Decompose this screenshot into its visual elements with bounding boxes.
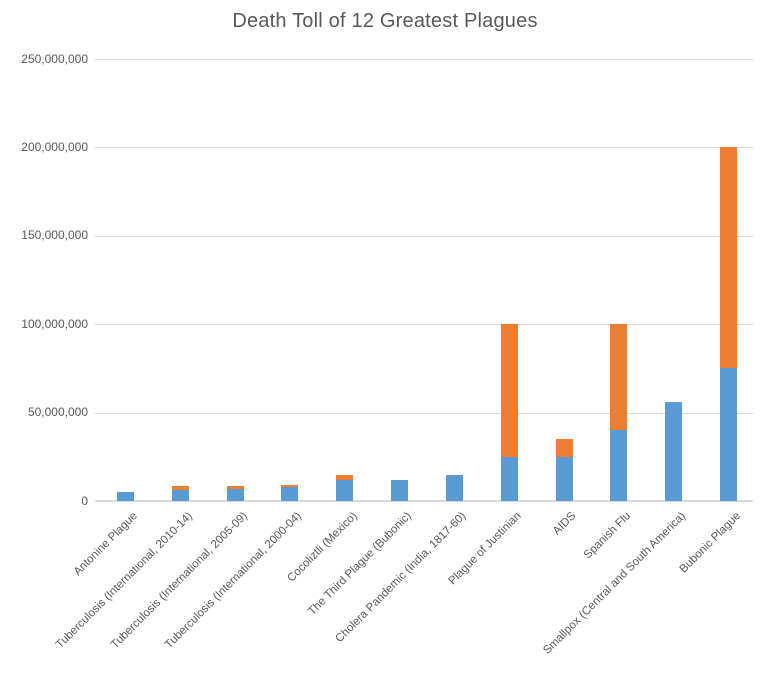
chart-title: Death Toll of 12 Greatest Plagues [232, 10, 538, 32]
y-axis-tick-label: 250,000,000 [21, 51, 88, 66]
bar-segment-orange [500, 324, 518, 457]
bar-segment-orange [720, 147, 738, 369]
y-gridline [95, 59, 753, 60]
y-axis-tick-label: 100,000,000 [21, 316, 88, 331]
bar-segment-blue [391, 479, 409, 501]
bar-segment-blue [171, 489, 189, 501]
bar-segment-orange [555, 439, 573, 457]
bar-segment-orange [610, 324, 628, 431]
bar-segment-blue [610, 430, 628, 501]
x-axis-category-label: The Third Plague (Bubonic) [306, 510, 415, 618]
x-axis-category-label: Spanish Flu [581, 510, 634, 562]
bar-segment-blue [665, 402, 683, 501]
bar-segment-blue [116, 492, 134, 501]
bar-the-third-plague-bubonic [391, 479, 409, 501]
y-gridline [95, 147, 753, 149]
bar-segment-blue [281, 486, 299, 501]
bar-segment-blue [500, 456, 518, 501]
y-axis-tick-label: 200,000,000 [21, 139, 88, 154]
bar-tuberculosis-international-2005-09 [226, 485, 244, 501]
bar-spanish-flu [610, 324, 628, 501]
y-gridline [95, 235, 753, 237]
y-axis-tick-label: 150,000,000 [21, 228, 88, 243]
y-gridline [95, 412, 753, 414]
bar-segment-orange [281, 485, 299, 487]
x-axis-category-label: Bubonic Plague [677, 510, 744, 576]
bar-tuberculosis-international-2010-14 [171, 486, 189, 501]
bar-smallpox-central-and-south-america [665, 402, 683, 501]
bar-segment-blue [445, 474, 463, 501]
bar-segment-blue [555, 456, 573, 501]
bar-bubonic-plague [720, 147, 738, 501]
y-gridline [95, 324, 753, 326]
bar-plague-of-justinian [500, 324, 518, 501]
bar-segment-orange [171, 486, 189, 490]
x-axis-category-label: AIDS [551, 510, 579, 538]
bar-segment-orange [336, 474, 354, 480]
bar-segment-blue [720, 368, 738, 501]
bar-aids [555, 439, 573, 501]
bar-antonine-plague [116, 492, 134, 501]
x-axis-line [95, 500, 753, 502]
bar-segment-blue [226, 488, 244, 501]
y-axis-tick-label: 0 [81, 493, 88, 508]
y-axis-tick-label: 50,000,000 [27, 405, 88, 420]
bar-segment-orange [226, 485, 244, 489]
bar-cocoliztli-mexico [336, 474, 354, 501]
bar-tuberculosis-international-2000-04 [281, 485, 299, 501]
bar-cholera-pandemic-india-1817-60 [445, 474, 463, 501]
bar-segment-blue [336, 479, 354, 501]
